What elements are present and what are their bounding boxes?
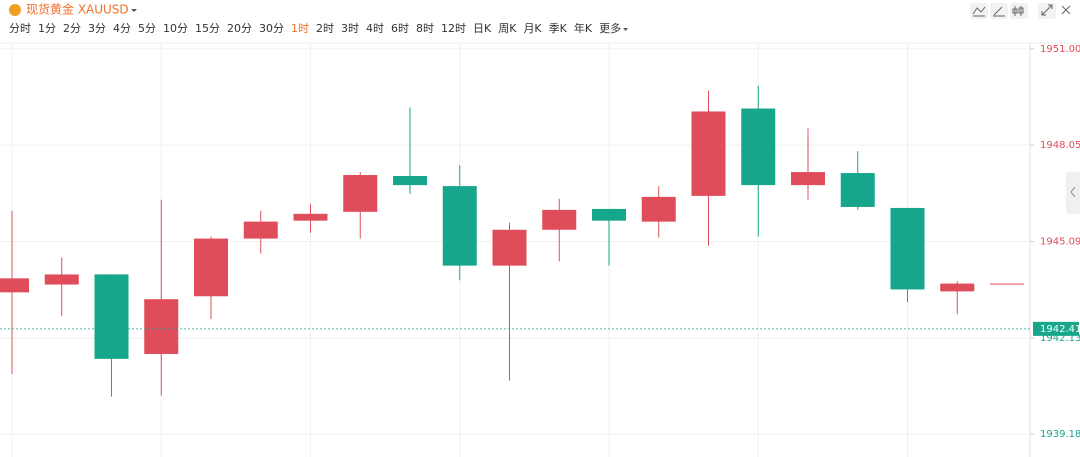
candle	[293, 204, 328, 233]
candle	[243, 210, 278, 254]
period-tab[interactable]: 4分	[113, 22, 131, 35]
period-tab[interactable]: 20分	[227, 22, 252, 35]
collapse-icon	[1070, 186, 1076, 198]
candle-body	[741, 108, 776, 186]
toolbar-icons	[970, 3, 1071, 19]
period-tab[interactable]: 年K	[574, 21, 593, 35]
candle	[791, 128, 825, 200]
current-price-box	[1033, 321, 1079, 336]
candle	[890, 207, 925, 303]
y-tick-label: 1948.05	[1040, 140, 1080, 151]
period-tab[interactable]: 15分	[195, 22, 220, 35]
y-tick-label: 1942.13	[1040, 333, 1080, 344]
symbol-icon	[9, 4, 21, 16]
more-dropdown	[623, 28, 629, 31]
symbol-dropdown[interactable]	[131, 9, 137, 12]
candle	[940, 281, 975, 315]
y-tick-label: 1939.18	[1040, 429, 1080, 440]
collapse-button[interactable]	[1066, 172, 1080, 214]
candle-body	[641, 196, 676, 222]
candle-body	[890, 207, 925, 290]
candle	[442, 165, 477, 281]
period-tab[interactable]: 2分	[63, 22, 81, 35]
period-tab[interactable]: 12时	[441, 22, 466, 35]
icon	[1012, 6, 1024, 16]
candle	[0, 210, 29, 374]
period-tab[interactable]: 1时	[291, 22, 309, 35]
y-tick-label: 1951.00	[1040, 44, 1080, 55]
candle	[592, 208, 626, 266]
candle	[641, 186, 676, 238]
candle-body	[791, 172, 825, 186]
icon-button[interactable]	[970, 3, 988, 19]
candle-body	[243, 221, 278, 239]
candle	[542, 198, 577, 262]
candle	[44, 257, 79, 317]
period-tab[interactable]: 日K	[473, 22, 492, 35]
y-tick-label: 1945.09	[1040, 237, 1080, 248]
candle-body	[94, 274, 129, 359]
period-tab[interactable]: 10分	[163, 22, 188, 35]
period-tab[interactable]: 周K	[498, 22, 517, 35]
candle	[194, 236, 228, 320]
icon	[972, 6, 986, 17]
current-price-label: 1942.41	[1040, 324, 1080, 335]
candle	[492, 222, 527, 381]
period-tab[interactable]: 月K	[523, 22, 542, 35]
period-tab[interactable]: 3时	[341, 22, 359, 35]
candle-body	[990, 283, 1024, 285]
icon-button[interactable]	[1038, 3, 1056, 19]
period-tab[interactable]: 5分	[138, 22, 156, 35]
period-tab[interactable]: 2时	[316, 22, 334, 35]
period-tab[interactable]: 1分	[38, 22, 56, 35]
candle-body	[940, 283, 975, 292]
period-tab[interactable]: 更多	[599, 21, 621, 35]
candle	[840, 151, 875, 210]
candle-body	[293, 213, 328, 221]
candle-body	[442, 186, 477, 266]
period-tab[interactable]: 8时	[416, 22, 434, 35]
candle	[94, 274, 129, 397]
candle	[393, 107, 427, 194]
candle-body	[542, 209, 577, 230]
candle-body	[194, 238, 228, 297]
close-button[interactable]	[1061, 5, 1071, 15]
period-tab[interactable]: 30分	[259, 22, 284, 35]
candle-body	[0, 278, 29, 293]
candle-body	[691, 111, 726, 196]
candle-body	[393, 176, 427, 186]
candle	[741, 85, 776, 237]
period-tab[interactable]: 6时	[391, 22, 409, 35]
candle-body	[144, 299, 179, 354]
icon	[993, 6, 1005, 17]
candle-body	[343, 175, 378, 212]
candle-body	[492, 229, 527, 266]
period-tab[interactable]: 分时	[9, 22, 31, 35]
candle	[144, 199, 179, 396]
period-tab[interactable]: 4时	[366, 22, 384, 35]
candle-body	[592, 208, 626, 221]
period-tab[interactable]: 3分	[88, 22, 106, 35]
candle	[990, 283, 1024, 285]
period-tab[interactable]: 季K	[549, 22, 568, 35]
icon	[1041, 4, 1053, 16]
candle-body	[840, 173, 875, 207]
candle-body	[44, 274, 79, 285]
icon-button[interactable]	[990, 3, 1008, 19]
candle	[691, 90, 726, 246]
symbol[interactable]: 现货黄金 XAUUSD	[26, 2, 129, 17]
candle	[343, 172, 378, 239]
